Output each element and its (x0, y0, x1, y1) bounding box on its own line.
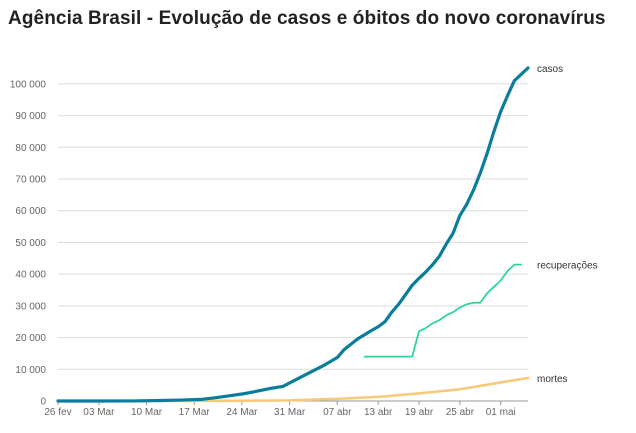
series-label-1: recuperações (537, 261, 598, 272)
x-tick-label: 19 abr (405, 407, 434, 418)
grid-lines (58, 83, 528, 402)
y-tick-label: 70 000 (15, 175, 46, 186)
series-line-2 (56, 376, 530, 403)
series-label-0: casos (537, 64, 563, 75)
x-tick-label: 17 Mar (179, 407, 211, 418)
series-line-1 (363, 263, 523, 358)
y-axis-ticks: 0 10 000 20 000 30 000 40 000 50 000 60 000 70 … (10, 79, 47, 407)
x-axis-ticks: 26 fev 03 Mar 10 Mar 17 Mar 24 Mar 31 Mar 07 a… (44, 401, 516, 418)
y-tick-label: 20 000 (15, 333, 46, 344)
series-label-2: mortes (537, 374, 568, 385)
y-tick-label: 10 000 (15, 365, 46, 376)
x-tick-label: 07 abr (323, 407, 352, 418)
y-tick-label: 30 000 (15, 301, 46, 312)
x-tick-label: 31 Mar (274, 407, 306, 418)
x-tick-label: 25 abr (446, 407, 475, 418)
x-tick-label: 01 mai (486, 407, 516, 418)
y-tick-label: 40 000 (15, 270, 46, 281)
x-tick-label: 24 Mar (226, 407, 258, 418)
chart-title: Agência Brasil - Evolução de casos e óbi… (8, 8, 606, 29)
series-line-0 (56, 66, 530, 403)
series-lines (56, 66, 530, 403)
x-tick-label: 13 abr (364, 407, 393, 418)
y-tick-label: 100 000 (10, 79, 47, 90)
x-tick-label: 10 Mar (131, 407, 163, 418)
y-tick-label: 50 000 (15, 238, 46, 249)
series-labels: casos recuperações mortes (537, 64, 598, 385)
y-tick-label: 0 (40, 397, 46, 408)
x-tick-label: 26 fev (44, 407, 71, 418)
x-tick-label: 03 Mar (83, 407, 115, 418)
y-tick-label: 60 000 (15, 206, 46, 217)
y-tick-label: 90 000 (15, 111, 46, 122)
y-tick-label: 80 000 (15, 143, 46, 154)
